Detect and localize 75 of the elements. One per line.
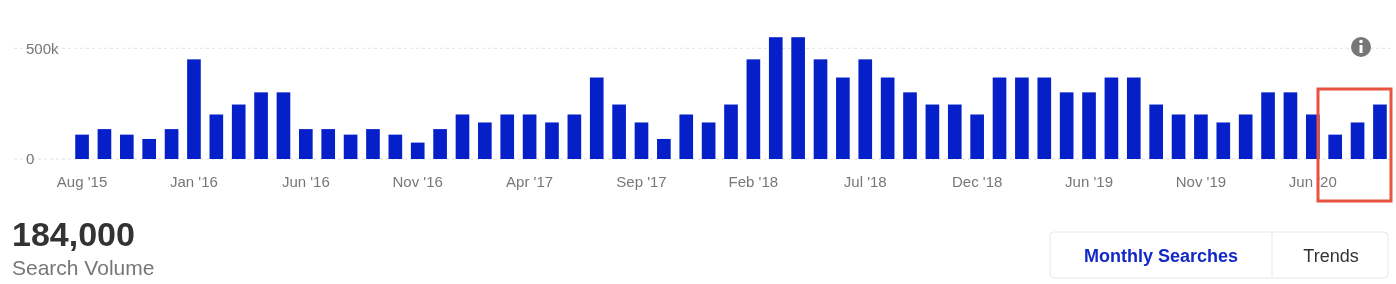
bar [836,77,850,159]
text: 184,000 [12,215,135,253]
bar [299,129,313,159]
bar [768,37,783,159]
bar [1149,104,1163,159]
bar [880,77,895,159]
bar [813,59,828,159]
bar [1037,77,1052,159]
bar [75,134,89,159]
bar [500,114,515,159]
bar [903,92,917,159]
x-tick-label: Jun '19 [1065,173,1113,190]
bar [791,37,805,159]
bar [1350,122,1365,159]
bar [567,114,582,159]
x-tick-label: Sep '17 [616,173,667,190]
bar [164,129,179,159]
bar [1238,114,1253,159]
x-tick-label: Jan '16 [170,173,218,190]
bar [366,129,380,159]
bar [1015,77,1029,159]
x-tick-label: Apr '17 [506,173,554,190]
bar [1373,104,1387,159]
bar [254,92,268,159]
bar [746,59,761,159]
bar [634,122,649,159]
bar [925,104,940,159]
bar [545,122,559,159]
bar [858,59,873,159]
bar [410,142,425,159]
bar [119,134,134,159]
bar [142,138,157,159]
bar [1328,134,1343,159]
bar [1261,92,1275,159]
bar [343,134,358,159]
bar [1283,92,1298,159]
x-tick-label: Feb '18 [728,173,779,190]
x-tick-label: Dec '18 [951,173,1003,190]
bar [992,77,1007,159]
x-tick-label: Jul '18 [843,173,887,190]
bar [1104,77,1119,159]
bar [455,114,470,159]
bar [1059,92,1074,159]
bar [1171,114,1186,159]
x-tick-label: Jun '16 [281,173,330,190]
bar [388,134,403,159]
bar [1126,77,1141,159]
x-tick-label: Aug '15 [56,173,108,190]
bar [231,104,246,159]
bar [724,104,738,159]
bar [321,129,336,159]
bar [276,92,291,159]
x-tick-label: Nov '19 [1175,173,1227,190]
bar [433,129,447,159]
bar [701,122,716,159]
text: Trends [1303,246,1359,266]
bar [478,122,492,159]
bar [1216,122,1231,159]
bar [187,59,201,159]
y-tick-label: 0 [26,150,35,168]
bar [1194,114,1208,159]
bar [522,114,537,159]
y-tick-label: 500k [26,39,60,57]
text: Search Volume [12,256,155,279]
bar [657,138,671,159]
bar [679,114,694,159]
bar [97,129,112,159]
x-tick-label: Nov '16 [392,173,443,190]
bar [589,77,604,159]
bar [209,114,224,159]
text: Monthly Searches [1083,246,1239,266]
bar [947,104,962,159]
bar [970,114,984,159]
bar [1082,92,1096,159]
bar [612,104,626,159]
